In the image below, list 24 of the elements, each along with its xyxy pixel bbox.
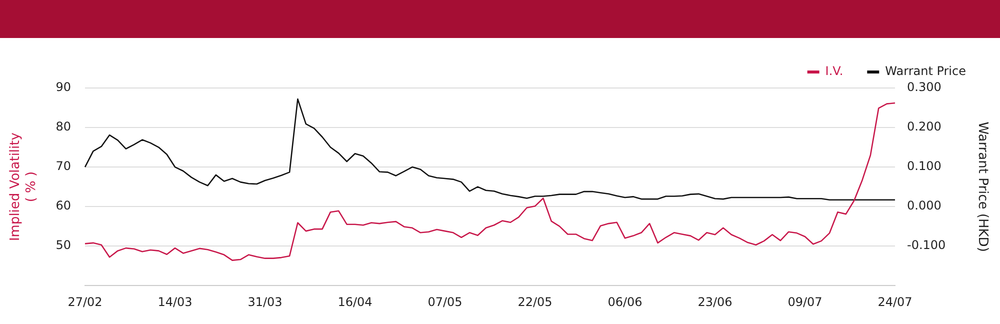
x-tick-label: 06/06: [608, 294, 642, 309]
x-tick-label: 23/06: [698, 294, 732, 309]
legend-label: I.V.: [825, 64, 844, 78]
legend-label: Warrant Price: [885, 64, 966, 78]
y-tick-label: 90: [56, 80, 71, 94]
y2-tick-label: 0.200: [907, 120, 942, 134]
y-tick-label: 70: [56, 159, 71, 174]
x-tick-label: 07/05: [428, 294, 462, 309]
y2-tick-label: 0.000: [907, 198, 942, 213]
x-tick-label: 22/05: [518, 294, 552, 309]
y-tick-label: 50: [56, 238, 71, 252]
y2-axis-title: Warrant Price (HKD): [974, 122, 990, 252]
x-tick-label: 27/02: [68, 294, 102, 309]
x-tick-label: 31/03: [248, 294, 282, 309]
y2-tick-label: 0.100: [907, 159, 942, 174]
y-axis-title: Implied Volatility ( % ): [8, 132, 39, 242]
x-tick-label: 16/04: [338, 294, 372, 309]
x-tick-label: 09/07: [788, 294, 822, 309]
y-tick-label: 60: [56, 198, 71, 213]
x-tick-label: 24/07: [878, 294, 912, 309]
y2-tick-label: -0.100: [907, 238, 946, 252]
x-tick-label: 14/03: [158, 294, 192, 309]
y2-tick-label: 0.300: [907, 80, 942, 94]
y-tick-label: 80: [56, 120, 71, 134]
